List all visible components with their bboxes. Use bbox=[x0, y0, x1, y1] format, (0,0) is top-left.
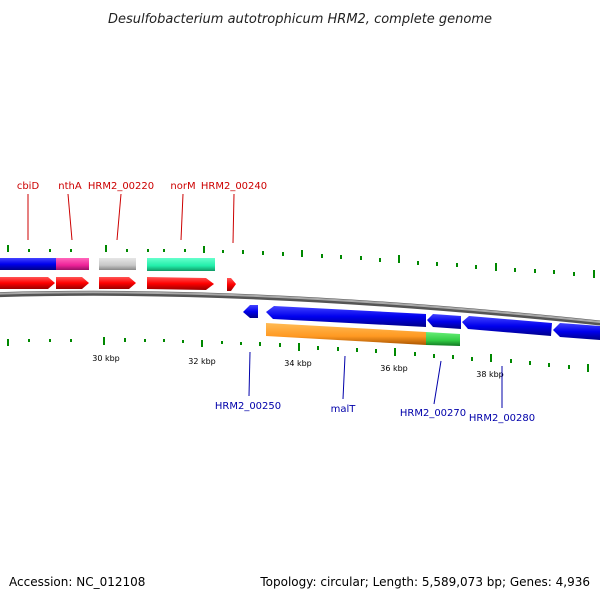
cds-arrow-reverse-4[interactable] bbox=[462, 316, 552, 336]
feature-blue[interactable] bbox=[0, 258, 57, 270]
feature-track-upper bbox=[0, 258, 215, 271]
gene-label-cbiD[interactable]: cbiD bbox=[17, 181, 40, 192]
feature-gray[interactable] bbox=[99, 258, 136, 270]
gene-label-nthA[interactable]: nthA bbox=[58, 181, 82, 192]
axis-label-34kbp: 34 kbp bbox=[284, 359, 312, 368]
gene-label-HRM2-00220[interactable]: HRM2_00220 bbox=[88, 181, 154, 192]
axis-label-32kbp: 32 kbp bbox=[188, 357, 216, 366]
cds-arrow-reverse-3[interactable] bbox=[427, 314, 461, 329]
lower-tick-marks bbox=[7, 337, 589, 372]
upper-tick-marks bbox=[7, 245, 595, 278]
cds-arrow-reverse-1[interactable] bbox=[243, 305, 258, 318]
cds-arrow-forward-3[interactable] bbox=[99, 277, 136, 289]
axis-label-36kbp: 36 kbp bbox=[380, 364, 408, 373]
gene-label-HRM2-00280[interactable]: HRM2_00280 bbox=[469, 413, 535, 424]
map-title: Desulfobacterium autotrophicum HRM2, com… bbox=[108, 12, 492, 27]
feature-track-lower bbox=[266, 323, 460, 346]
top-gene-labels: cbiD nthA HRM2_00220 norM HRM2_00240 bbox=[17, 181, 267, 244]
genome-backbone-highlight bbox=[0, 291, 600, 323]
cds-arrow-forward-5[interactable] bbox=[227, 278, 236, 291]
cds-arrow-reverse-2[interactable] bbox=[266, 306, 426, 327]
cds-arrow-forward-2[interactable] bbox=[56, 277, 89, 289]
cds-arrow-reverse-5[interactable] bbox=[553, 323, 600, 340]
accession-text: Accession: NC_012108 bbox=[9, 575, 145, 589]
feature-pink[interactable] bbox=[56, 258, 89, 270]
gene-label-HRM2-00270[interactable]: HRM2_00270 bbox=[400, 408, 466, 419]
axis-label-38kbp: 38 kbp bbox=[476, 370, 504, 379]
cds-arrow-forward-4[interactable] bbox=[147, 277, 214, 290]
axis-label-30kbp: 30 kbp bbox=[92, 354, 120, 363]
bottom-gene-labels: HRM2_00250 malT HRM2_00270 HRM2_00280 bbox=[215, 351, 535, 424]
feature-teal[interactable] bbox=[147, 258, 215, 271]
gene-label-norM[interactable]: norM bbox=[170, 181, 195, 192]
cds-track-forward bbox=[0, 277, 236, 291]
cds-arrow-forward-1[interactable] bbox=[0, 277, 55, 289]
feature-orange[interactable] bbox=[266, 323, 426, 345]
genome-backbone bbox=[0, 290, 600, 326]
gene-label-HRM2-00240[interactable]: HRM2_00240 bbox=[201, 181, 267, 192]
feature-green[interactable] bbox=[426, 332, 460, 346]
topology-text: Topology: circular; Length: 5,589,073 bp… bbox=[259, 575, 590, 589]
gene-label-malT[interactable]: malT bbox=[331, 404, 357, 415]
cds-track-reverse bbox=[243, 305, 600, 340]
gene-label-HRM2-00250[interactable]: HRM2_00250 bbox=[215, 401, 281, 412]
